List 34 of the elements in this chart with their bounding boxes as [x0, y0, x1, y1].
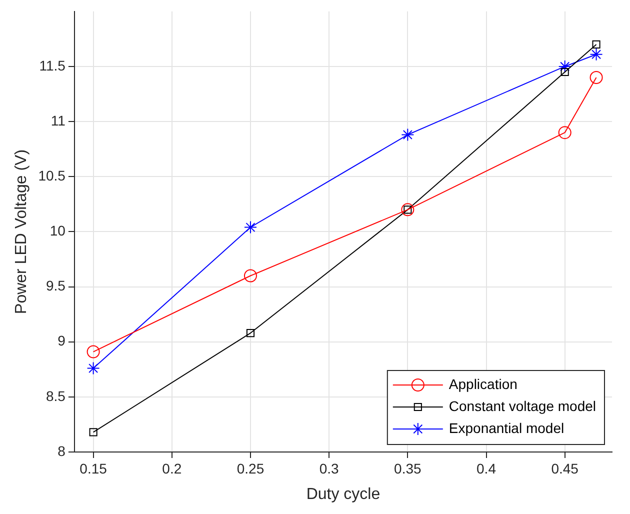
x-tick-label: 0.3: [319, 460, 340, 476]
point: [558, 126, 572, 140]
point: [246, 329, 255, 338]
y-tick-label: 9.5: [46, 278, 66, 294]
point: [86, 362, 100, 375]
legend-label: Application: [448, 376, 518, 392]
x-tick-label: 0.2: [162, 460, 182, 476]
y-tick-label: 9: [58, 332, 66, 349]
y-tick-label: 11.5: [39, 57, 66, 74]
y-tick-label: 10.5: [38, 167, 66, 184]
y-axis-title: Power LED Voltage (V): [13, 149, 30, 314]
x-tick-label: 0.45: [551, 460, 579, 476]
point: [401, 203, 414, 216]
y-tick-label: 10: [50, 222, 66, 239]
point: [401, 128, 414, 142]
point: [560, 68, 569, 76]
x-tick-label: 0.35: [394, 460, 422, 476]
point: [592, 40, 600, 48]
point: [244, 269, 257, 282]
point: [558, 60, 572, 73]
x-tick-label: 0.4: [476, 460, 496, 476]
point: [244, 220, 257, 234]
x-axis-title: Duty cycle: [306, 486, 380, 503]
point: [89, 428, 98, 436]
point: [86, 345, 100, 358]
point: [590, 48, 603, 61]
point: [590, 70, 603, 84]
x-tick-label: 0.25: [236, 460, 264, 476]
x-tick-label: 0.15: [80, 460, 108, 476]
legend-label: Exponantial model: [448, 420, 564, 436]
y-tick-label: 8: [58, 442, 66, 459]
y-tick-label: 11: [50, 112, 66, 128]
y-tick-label: 8.5: [46, 388, 66, 404]
legend-label: Constant voltage model: [448, 398, 596, 414]
